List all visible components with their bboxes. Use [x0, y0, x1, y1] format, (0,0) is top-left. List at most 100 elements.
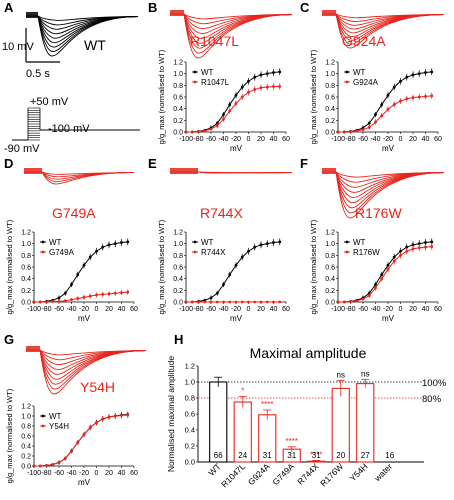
panel-d-gv-plot: 0.0 0.2 0.4 0.6 0.8 1.0 1.2 -100 -80 -60 -40 -20 0 20… — [5, 219, 138, 323]
y-tick-label: 1.2 — [21, 404, 31, 411]
data-point — [190, 300, 194, 304]
y-tick-label: 0.8 — [185, 394, 195, 403]
data-point — [209, 300, 213, 304]
data-point — [228, 300, 232, 304]
x-tick-label: -20 — [231, 136, 241, 143]
data-point — [411, 73, 415, 77]
x-tick-label: 40 — [422, 136, 430, 143]
data-point — [76, 297, 80, 300]
y-tick-label: 0.0 — [325, 300, 335, 307]
sample-size-label: 66 — [214, 451, 223, 460]
y-tick-label: 0.2 — [21, 288, 31, 295]
data-point — [197, 130, 200, 133]
data-point — [374, 283, 377, 286]
x-tick-label: 20 — [409, 136, 417, 143]
protocol-top-label: +50 mV — [30, 96, 69, 108]
data-point — [222, 117, 225, 121]
data-point — [278, 85, 282, 88]
y-axis-label: g/g_max (normalised to WT) — [157, 49, 166, 144]
data-point — [430, 245, 434, 248]
current-trace — [170, 171, 293, 174]
data-point — [399, 99, 402, 103]
data-point — [76, 441, 80, 444]
x-tick-label: 20 — [105, 306, 113, 313]
legend-label: WT — [201, 68, 214, 77]
data-point — [82, 263, 86, 267]
x-axis-label: mV — [382, 314, 395, 323]
x-tick-label: 40 — [422, 306, 430, 313]
data-point — [259, 243, 263, 247]
data-point — [240, 255, 244, 259]
data-point — [386, 93, 390, 97]
current-trace — [26, 15, 139, 44]
legend-label: WT — [353, 68, 366, 77]
x-tick-label: -80 — [193, 136, 203, 143]
data-point — [386, 107, 390, 111]
panel-f-letter: F — [300, 156, 308, 171]
x-tick-label: -100 — [27, 306, 41, 313]
data-point — [95, 293, 98, 297]
data-point — [190, 130, 194, 134]
protocol-right-label: -100 mV — [48, 123, 90, 135]
data-point — [417, 95, 421, 99]
x-axis-label: mV — [382, 144, 395, 153]
x-tick-label: -40 — [370, 136, 380, 143]
sample-size-label: 20 — [336, 451, 345, 460]
x-tick-label: -20 — [383, 136, 393, 143]
data-point — [424, 245, 427, 249]
data-point — [95, 249, 98, 253]
panel-g-traces — [26, 346, 147, 395]
y-axis-label: Normalised maximal amplitude — [166, 356, 176, 472]
current-trace — [26, 349, 147, 361]
y-tick-label: 1.2 — [173, 230, 183, 237]
series-line — [338, 95, 432, 133]
current-trace — [170, 13, 293, 59]
current-trace — [170, 13, 293, 25]
x-axis-label: mV — [230, 314, 243, 323]
data-point — [336, 300, 340, 304]
current-trace — [322, 171, 445, 193]
data-point — [355, 129, 359, 133]
pulse-block — [170, 10, 184, 16]
y-tick-label: 0.4 — [325, 276, 335, 283]
x-tick-label: 20 — [105, 470, 113, 477]
data-point — [392, 255, 396, 259]
y-tick-label: 0.2 — [325, 118, 335, 125]
y-axis-label: g/g_max (normalised to WT) — [309, 219, 318, 314]
data-point — [82, 295, 86, 299]
data-point — [265, 300, 269, 304]
data-point — [253, 245, 257, 249]
y-tick-label: 0.0 — [325, 130, 335, 137]
x-tick-label: -100 — [179, 306, 193, 313]
legend-marker — [345, 80, 349, 84]
data-point — [70, 283, 73, 286]
current-trace — [26, 349, 147, 366]
data-point — [405, 245, 409, 249]
panel-a-traces — [26, 12, 139, 57]
data-point — [38, 464, 42, 468]
current-trace — [26, 15, 139, 35]
current-trace — [26, 15, 139, 21]
data-point — [272, 241, 275, 244]
panel-f-traces — [322, 168, 445, 219]
current-trace — [170, 13, 293, 44]
data-point — [63, 457, 67, 460]
data-point — [88, 426, 92, 429]
current-trace — [322, 171, 445, 183]
y-tick-label: 0.0 — [21, 300, 31, 307]
x-tick-label: -40 — [66, 470, 76, 477]
panel-h-letter: H — [174, 332, 183, 347]
y-tick-label: 0.2 — [173, 118, 183, 125]
y-tick-label: 0.4 — [21, 276, 31, 283]
current-trace — [26, 15, 139, 26]
series-line — [34, 414, 128, 467]
data-point — [272, 300, 275, 304]
data-point — [184, 300, 188, 304]
data-point — [417, 242, 421, 246]
x-tick-label: 0 — [247, 306, 251, 313]
panel-a-letter: A — [4, 0, 14, 15]
data-point — [197, 300, 200, 304]
legend-label: WT — [353, 238, 366, 247]
category-label: R744X — [295, 461, 321, 487]
y-tick-label: 1.0 — [185, 378, 195, 387]
